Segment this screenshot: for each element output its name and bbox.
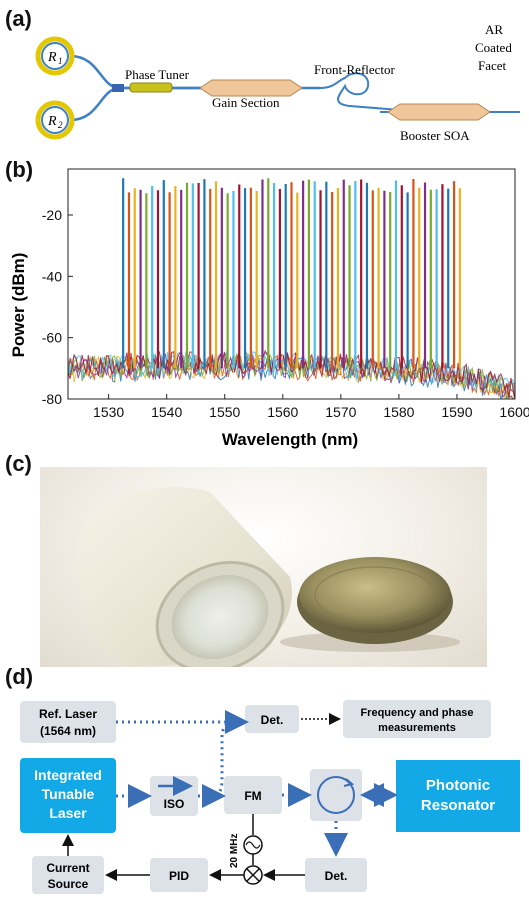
spectrum-chart: 1530 1540 1550 1560 1570 1580 1590 1600 -20 -40 -6… [9, 168, 529, 449]
x-axis-label: Wavelength (nm) [222, 430, 358, 449]
freq-measure-box [343, 700, 491, 738]
photonic-resonator-box [396, 760, 520, 832]
det-bottom-label: Det. [325, 869, 348, 883]
noise-floor-trace [67, 349, 516, 400]
panel-b: (b) 1530 1540 1550 1560 1570 1580 1590 1600 -20 -… [0, 155, 529, 455]
sine-icon [245, 841, 261, 849]
facet-label-1: AR [485, 22, 503, 37]
circulator-arrow-icon [343, 778, 355, 787]
ref-laser-line1: Ref. Laser [39, 707, 97, 721]
y-tick-label: -40 [42, 268, 62, 284]
det-bottom-box [305, 858, 367, 892]
current-line2: Source [48, 877, 89, 891]
current-source-box [32, 856, 104, 894]
panel-c: (c) [0, 451, 529, 670]
phase-tuner-element [129, 82, 173, 93]
chart-axes: 1530 1540 1550 1560 1570 1580 1590 1600 -20 -40 -6… [42, 168, 529, 420]
det-top-box [245, 705, 299, 733]
panel-b-label: (b) [5, 157, 34, 182]
coupler-block [112, 84, 124, 92]
ring-r1-sub: 1 [58, 56, 63, 66]
chart-plot-area [67, 178, 516, 401]
fm-box [224, 776, 282, 814]
ref-laser-box [20, 701, 116, 743]
resonator-photo [40, 467, 487, 667]
front-reflector-loop [319, 72, 401, 111]
itl-line3: Laser [49, 805, 87, 821]
panel-a-label: (a) [5, 6, 32, 31]
ref-laser-line2: (1564 nm) [40, 724, 96, 738]
ring-r2-label: R [47, 114, 57, 129]
ring-r2 [41, 106, 69, 134]
laser-layout-diagram: R 1 R 2 Phase Tuner Gain Section Front-R… [35, 22, 520, 143]
integrated-tunable-laser-box [20, 758, 116, 833]
x-tick-label: 1590 [441, 404, 472, 420]
x-tick-label: 1550 [209, 404, 240, 420]
ring-r1-label: R [47, 50, 57, 65]
ring-r2-sub: 2 [58, 120, 63, 130]
itl-line1: Integrated [34, 767, 102, 783]
ring-r1 [41, 42, 69, 70]
facet-label-3: Facet [478, 58, 507, 73]
ring-r2-heater [35, 100, 75, 140]
panel-d: (d) Ref. Laser (1564 nm) Det. Frequency … [0, 664, 529, 895]
x-tick-label: 1540 [151, 404, 182, 420]
panel-d-label: (d) [5, 664, 34, 689]
booster-label: Booster SOA [400, 128, 470, 143]
mixer-cross-b [246, 868, 260, 882]
gain-section-label: Gain Section [212, 95, 280, 110]
facet-label-2: Coated [475, 40, 512, 55]
circulator-icon [317, 776, 355, 814]
plot-frame [67, 168, 516, 400]
isolator-label: ISO [164, 797, 185, 811]
coin-face [299, 557, 451, 633]
x-tick-label: 1560 [267, 404, 298, 420]
ring-r1-heater [35, 36, 75, 76]
cylinder-inner-face [171, 575, 269, 659]
y-tick-label: -20 [42, 207, 62, 223]
pid-label: PID [169, 869, 189, 883]
rf-freq-label: 20 MHz [229, 834, 240, 868]
panel-a: (a) R 1 R 2 Phase Tuner Gain Section Fro… [0, 0, 529, 160]
x-tick-label: 1530 [93, 404, 124, 420]
y-axis-label: Power (dBm) [9, 253, 28, 358]
det-top-label: Det. [261, 713, 284, 727]
fm-label: FM [244, 789, 261, 803]
front-reflector-label: Front-Reflector [314, 62, 396, 77]
panel-c-label: (c) [5, 451, 32, 476]
photonic-line2: Resonator [421, 797, 495, 814]
y-tick-label: -80 [42, 391, 62, 407]
coin-detail [314, 566, 436, 624]
booster-soa-element [387, 103, 491, 121]
x-tick-label: 1600 [499, 404, 529, 420]
photonic-line1: Photonic [426, 777, 490, 794]
block-diagram: Ref. Laser (1564 nm) Det. Frequency and … [20, 700, 520, 894]
waveguide-lower [69, 86, 121, 122]
y-tick-label: -60 [42, 330, 62, 346]
current-line1: Current [46, 861, 89, 875]
freq-line1: Frequency and phase [360, 707, 473, 719]
freq-line2: measurements [378, 722, 456, 734]
x-tick-label: 1570 [325, 404, 356, 420]
gain-section-element [199, 79, 303, 97]
phase-tuner-label: Phase Tuner [125, 67, 190, 82]
resonator-photo-illustration [77, 487, 460, 667]
pid-box [150, 858, 208, 892]
itl-line2: Tunable [42, 786, 95, 802]
x-tick-label: 1580 [383, 404, 414, 420]
